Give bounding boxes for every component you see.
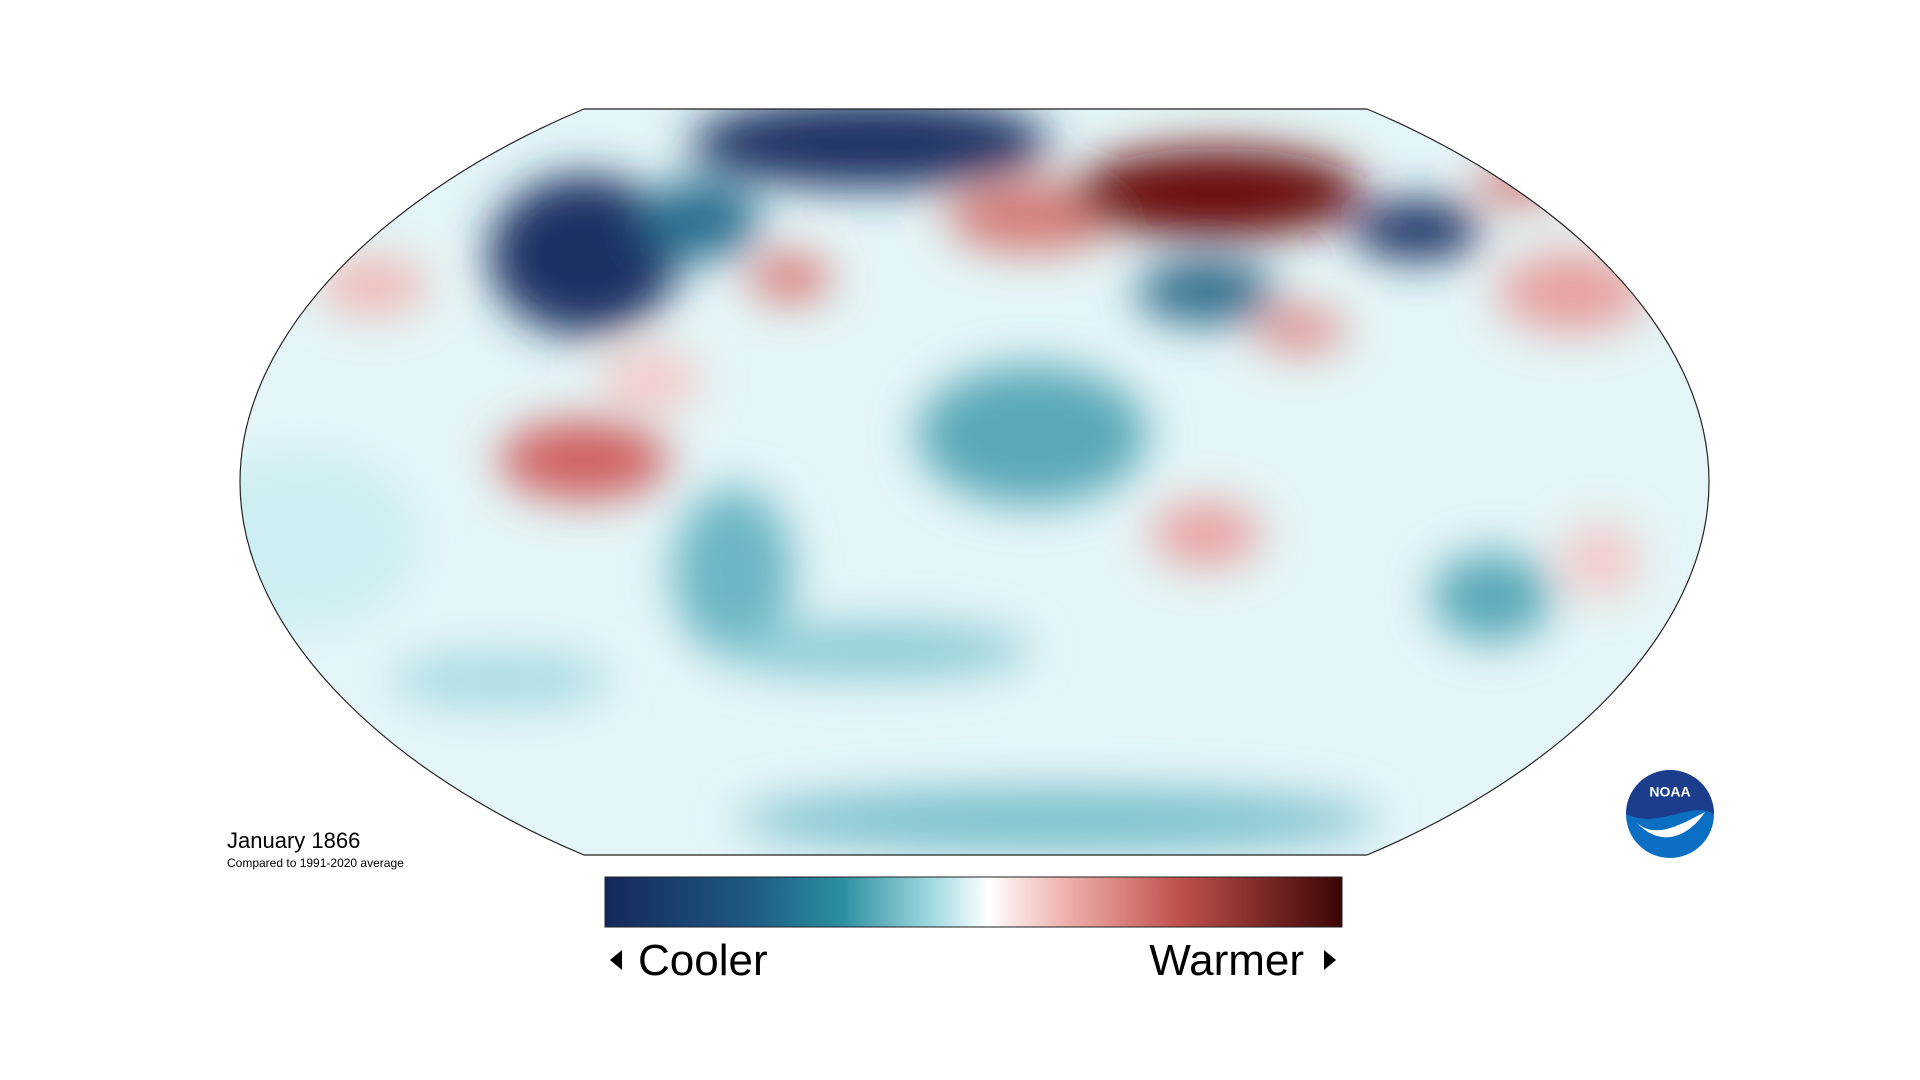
legend-low: Cooler [638,936,768,985]
map-subtitle: Compared to 1991-2020 average [227,856,404,870]
noaa-logo: NOAA [1626,770,1714,858]
legend-high: Warmer [1149,936,1304,985]
logo-text: NOAA [1649,784,1690,800]
color-scale [604,876,1343,928]
arrow-left [610,950,622,970]
arrow-right [1324,950,1336,970]
map-title: January 1866 [227,828,360,853]
map-outline [239,108,1710,856]
anomaly-map [240,109,1709,855]
